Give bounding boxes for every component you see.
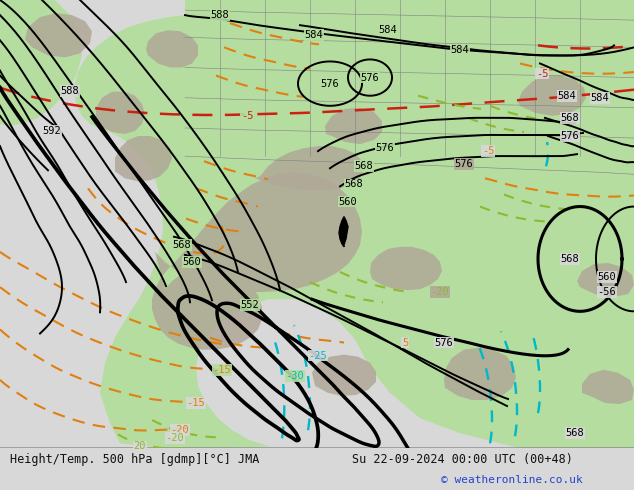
Text: 5: 5 xyxy=(402,338,408,347)
Text: 568: 568 xyxy=(560,254,579,264)
Text: 576: 576 xyxy=(455,159,474,169)
Text: 576: 576 xyxy=(435,338,453,347)
Text: 576: 576 xyxy=(321,78,339,89)
Text: 20: 20 xyxy=(134,441,146,451)
Text: 584: 584 xyxy=(451,46,469,55)
Polygon shape xyxy=(96,92,145,134)
Text: Su 22-09-2024 00:00 UTC (00+48): Su 22-09-2024 00:00 UTC (00+48) xyxy=(352,453,573,466)
Polygon shape xyxy=(25,13,92,57)
Polygon shape xyxy=(115,136,172,181)
Text: -25: -25 xyxy=(309,351,327,361)
Polygon shape xyxy=(74,0,634,448)
Polygon shape xyxy=(255,146,364,191)
Text: 568: 568 xyxy=(566,428,585,438)
Polygon shape xyxy=(582,370,634,404)
Polygon shape xyxy=(152,172,362,349)
Text: 568: 568 xyxy=(345,179,363,189)
Text: -15: -15 xyxy=(212,365,231,375)
Text: 560: 560 xyxy=(183,257,202,267)
Text: 568: 568 xyxy=(354,161,373,171)
Text: Height/Temp. 500 hPa [gdmp][°C] JMA: Height/Temp. 500 hPa [gdmp][°C] JMA xyxy=(10,453,259,466)
Polygon shape xyxy=(339,217,348,247)
Text: 584: 584 xyxy=(378,25,398,35)
Polygon shape xyxy=(444,347,516,400)
Text: 560: 560 xyxy=(598,272,616,282)
Polygon shape xyxy=(146,30,198,68)
Polygon shape xyxy=(518,75,586,116)
Text: 560: 560 xyxy=(339,196,358,206)
Text: 552: 552 xyxy=(241,300,259,310)
Text: 568: 568 xyxy=(172,240,191,250)
Text: -20: -20 xyxy=(165,433,184,443)
Text: 584: 584 xyxy=(304,30,323,40)
Text: 584: 584 xyxy=(558,91,576,101)
Text: -5: -5 xyxy=(536,69,548,78)
Text: 592: 592 xyxy=(42,126,61,136)
Polygon shape xyxy=(370,247,442,290)
Text: 588: 588 xyxy=(210,10,230,20)
Text: 568: 568 xyxy=(560,113,579,123)
Text: 584: 584 xyxy=(591,93,609,103)
Text: 576: 576 xyxy=(361,73,379,83)
Text: -15: -15 xyxy=(186,398,205,408)
Polygon shape xyxy=(325,108,382,144)
Polygon shape xyxy=(312,355,376,396)
Text: -20: -20 xyxy=(171,425,190,435)
Polygon shape xyxy=(0,0,82,126)
Text: 576: 576 xyxy=(375,143,394,153)
Text: -56: -56 xyxy=(598,287,616,297)
Text: 588: 588 xyxy=(61,86,79,96)
Text: -5: -5 xyxy=(241,111,253,121)
Polygon shape xyxy=(577,263,634,297)
Text: -30: -30 xyxy=(286,371,304,381)
Text: -20: -20 xyxy=(430,287,450,297)
Text: -5: -5 xyxy=(482,146,495,156)
Text: 576: 576 xyxy=(560,131,579,141)
Text: © weatheronline.co.uk: © weatheronline.co.uk xyxy=(441,475,583,485)
